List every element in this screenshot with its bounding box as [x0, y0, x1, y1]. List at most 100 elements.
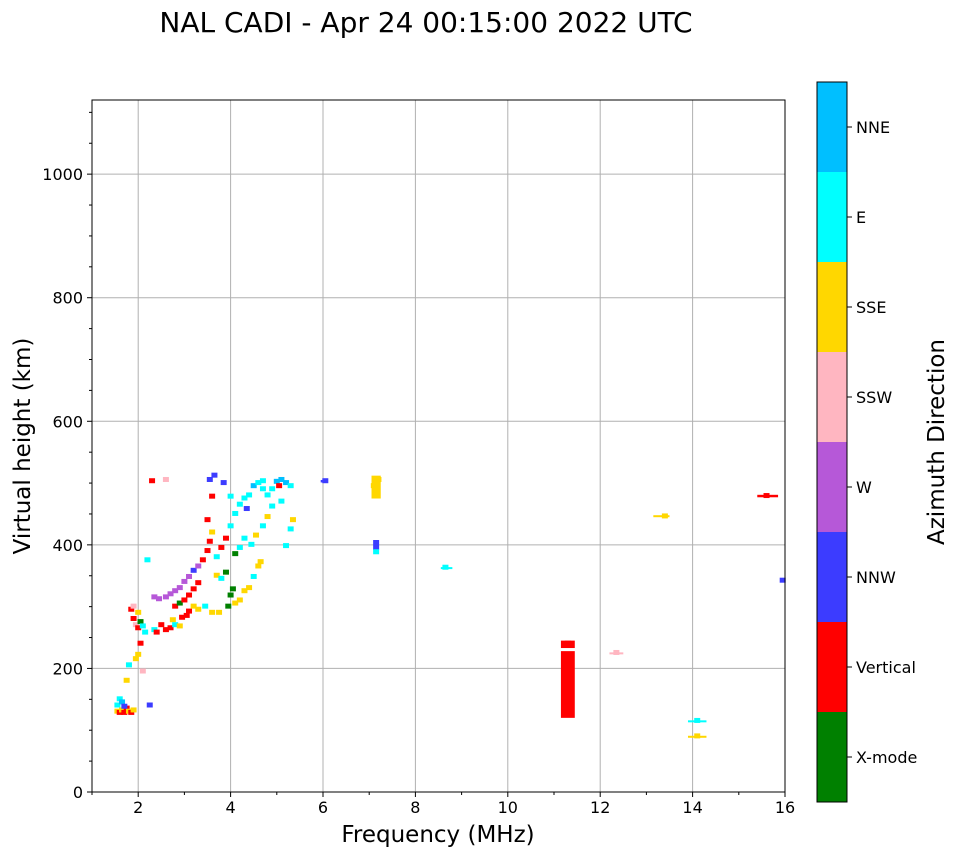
x-axis: 2 4 6 8 10 12 14 16: [91, 792, 795, 817]
colorbar-segment: [817, 442, 847, 532]
x-tick-label: 6: [318, 798, 328, 817]
data-point: [132, 622, 139, 628]
data-point: [250, 483, 257, 489]
data-point: [278, 498, 285, 504]
data-segment: [653, 515, 670, 518]
data-point: [204, 548, 211, 554]
data-point: [204, 517, 211, 523]
data-point: [225, 603, 232, 609]
y-tick-label: 600: [52, 412, 83, 431]
data-point: [278, 476, 285, 482]
data-point: [153, 629, 160, 635]
data-point: [172, 622, 179, 628]
data-point: [283, 480, 290, 486]
data-point: [779, 577, 786, 583]
data-point: [283, 543, 290, 549]
data-point: [259, 486, 266, 492]
data-point: [222, 535, 229, 541]
data-point: [257, 559, 264, 565]
x-tick-label: 8: [410, 798, 420, 817]
colorbar-frame: [816, 81, 848, 803]
data-point: [232, 510, 239, 516]
colorbar-tick-label: W: [856, 478, 872, 497]
data-segment: [371, 475, 381, 499]
data-point: [241, 495, 248, 501]
data-point: [190, 567, 197, 573]
data-point: [169, 617, 176, 623]
data-point: [269, 503, 276, 509]
data-point: [172, 603, 179, 609]
data-point: [213, 554, 220, 560]
data-point: [181, 578, 188, 584]
data-point: [135, 651, 142, 657]
data-point: [135, 609, 142, 615]
data-point: [139, 668, 146, 674]
data-point: [209, 493, 216, 499]
data-point: [190, 603, 197, 609]
data-point: [121, 703, 128, 709]
data-point: [199, 557, 206, 563]
data-point: [172, 588, 179, 594]
data-point: [176, 600, 183, 606]
data-point: [162, 476, 169, 482]
data-point: [209, 529, 216, 535]
data-point: [259, 478, 266, 484]
data-segment: [687, 735, 707, 738]
data-point: [130, 603, 137, 609]
x-tick-label: 10: [498, 798, 518, 817]
data-point: [211, 472, 218, 478]
data-point: [373, 549, 380, 555]
data-segment: [687, 720, 707, 723]
data-point: [162, 594, 169, 600]
data-point: [229, 586, 236, 592]
data-point: [206, 538, 213, 544]
data-point: [151, 594, 158, 600]
data-point: [259, 523, 266, 529]
data-point: [139, 623, 146, 629]
data-point: [373, 540, 380, 546]
data-point: [186, 608, 193, 614]
plot-frame: [91, 99, 786, 793]
data-point: [123, 677, 130, 683]
data-point: [149, 478, 156, 484]
data-point: [232, 551, 239, 557]
data-point: [236, 544, 243, 550]
data-point: [186, 573, 193, 579]
colorbar-tick-label: X-mode: [856, 748, 917, 767]
data-point: [176, 585, 183, 591]
data-point: [186, 592, 193, 598]
data-point: [167, 591, 174, 597]
data-point: [130, 616, 137, 621]
data-point: [121, 709, 128, 715]
colorbar-segment: [817, 712, 847, 802]
colorbar-tick-label: NNE: [856, 118, 890, 137]
data-point: [218, 575, 225, 581]
data-point: [162, 627, 169, 633]
x-tick-label: 14: [682, 798, 702, 817]
colorbar-segment: [817, 172, 847, 262]
data-point: [158, 622, 165, 628]
data-point: [222, 569, 229, 575]
data-point: [195, 606, 202, 612]
data-point: [114, 702, 121, 708]
x-tick-label: 4: [226, 798, 236, 817]
data-point: [195, 580, 202, 586]
data-point: [125, 662, 132, 668]
data-point: [269, 486, 276, 492]
data-point: [142, 629, 149, 635]
y-axis-label: Virtual height (km): [10, 338, 36, 555]
colorbar-label: Azimuth Direction: [924, 339, 950, 545]
data-point: [246, 492, 253, 498]
data-point: [146, 702, 153, 708]
colorbar-segment: [817, 82, 847, 172]
grid-lines: [92, 100, 786, 793]
colorbar: X-mode Vertical NNW W SSW SSE E NNE: [816, 81, 917, 803]
x-tick-label: 2: [133, 798, 143, 817]
data-point: [227, 592, 234, 598]
y-tick-label: 1000: [42, 165, 83, 184]
data-point: [135, 625, 142, 631]
data-point: [373, 544, 380, 550]
data-point: [287, 483, 294, 489]
data-point: [190, 586, 197, 592]
data-point: [130, 707, 137, 713]
